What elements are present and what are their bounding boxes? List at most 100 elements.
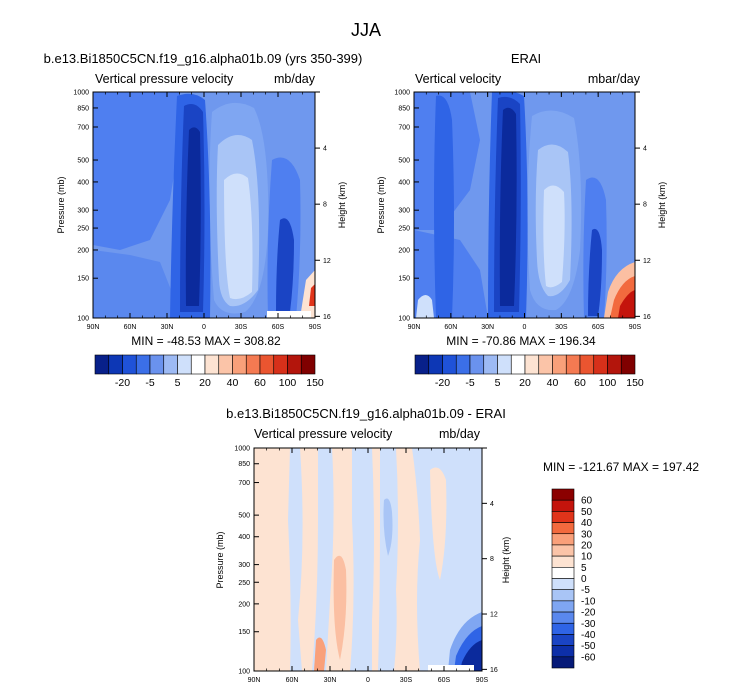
- colorbar-swatch: [245, 354, 261, 375]
- y-tick-label: 200: [398, 247, 410, 254]
- panel-diff-neg-band-4: [378, 448, 398, 671]
- colorbar-swatch: [551, 600, 575, 613]
- panel-diff-missing-region: [428, 665, 474, 671]
- colorbar-label: -50: [581, 641, 596, 652]
- colorbar-label: -5: [581, 585, 590, 596]
- y-tick-label: 850: [398, 105, 410, 112]
- colorbar-swatch: [94, 354, 110, 375]
- y-tick-label: 850: [238, 461, 250, 468]
- y2-tick-label: 12: [643, 258, 651, 265]
- panel-obs-ylabel: Pressure (mb): [376, 176, 386, 233]
- colorbar-label: -60: [581, 652, 596, 663]
- colorbar-label: -5: [145, 377, 154, 389]
- colorbar-swatch: [538, 354, 553, 375]
- colorbar-label: -20: [435, 377, 450, 389]
- colorbar-label: 100: [279, 377, 297, 389]
- x-tick-label: 30N: [324, 677, 337, 684]
- colorbar-label: 40: [581, 518, 593, 529]
- colorbar-label: 30: [581, 529, 593, 540]
- panel-obs-axes: 90N 60N 30N 0 30S 60S 90S 100 150 200 250 300 400 500…: [394, 90, 650, 332]
- panel-obs-right-label: mbar/day: [588, 72, 641, 86]
- panel-obs-polar-descent-core: [618, 290, 635, 318]
- panel-diff-neg-band-3: [350, 448, 374, 671]
- colorbar-swatch: [163, 354, 178, 375]
- x-tick-label: 60S: [592, 324, 605, 331]
- colorbar-swatch: [551, 488, 575, 501]
- colorbar-swatch: [551, 511, 575, 523]
- y2-tick-label: 4: [643, 146, 647, 153]
- x-tick-label: 30N: [481, 324, 494, 331]
- panel-diff-neg-band-1: [288, 448, 303, 671]
- panel-diff-pos-patch-2: [333, 555, 347, 660]
- colorbar-swatch: [122, 354, 137, 375]
- y-tick-label: 150: [238, 629, 250, 636]
- panel-model-sh-ascent-core: [276, 218, 294, 312]
- colorbar-label: 60: [581, 496, 593, 507]
- x-tick-label: 60S: [438, 677, 451, 684]
- panel-obs-y2label: Height (km): [657, 182, 667, 229]
- colorbar-swatch: [149, 354, 165, 375]
- x-tick-label: 30N: [161, 324, 174, 331]
- colorbar-swatch: [551, 656, 575, 669]
- panel-obs-nh-ascent-strip: [434, 95, 454, 318]
- colorbar-label: 20: [519, 377, 531, 389]
- y-tick-label: 400: [77, 179, 89, 186]
- colorbar-swatch: [135, 354, 151, 375]
- x-tick-label: 60S: [272, 324, 285, 331]
- panel-diff-pos-patch-1: [430, 467, 447, 580]
- colorbar-swatch: [469, 354, 485, 375]
- y2-tick-label: 12: [490, 612, 498, 619]
- panel-obs-subsidence-core: [543, 185, 565, 288]
- panel-diff-pos-patch-3: [314, 637, 326, 671]
- colorbar-label: -5: [465, 377, 474, 389]
- x-tick-label: 90N: [408, 324, 421, 331]
- panel-diff-right-label: mb/day: [439, 427, 481, 441]
- panel-diff-polar-neg-core: [460, 640, 482, 671]
- colorbar-swatch: [204, 354, 220, 375]
- y2-tick-label: 16: [643, 314, 651, 321]
- colorbar-label: -10: [581, 596, 596, 607]
- x-tick-label: 60N: [444, 324, 457, 331]
- y2-tick-label: 12: [323, 258, 331, 265]
- panel-model-subsidence-core: [224, 173, 253, 300]
- colorbar-swatch: [287, 354, 302, 375]
- colorbar-label: 20: [199, 377, 211, 389]
- colorbar-label: 60: [254, 377, 266, 389]
- panel-diff-stats: MIN = -121.67 MAX = 197.42: [543, 460, 699, 474]
- panel-diff-y2label: Height (km): [501, 537, 511, 584]
- colorbar-swatch: [108, 354, 123, 375]
- y-tick-label: 250: [398, 226, 410, 233]
- colorbar-swatch: [300, 354, 316, 375]
- y-tick-label: 150: [77, 276, 89, 283]
- y2-tick-label: 8: [323, 202, 327, 209]
- panel-model-right-label: mb/day: [274, 72, 316, 86]
- colorbar-swatch: [428, 354, 443, 375]
- y-tick-label: 700: [398, 125, 410, 132]
- colorbar-label: -30: [581, 619, 596, 630]
- panel-model: b.e13.Bi1850C5CN.f19_g16.alpha01b.09 (yr…: [44, 51, 363, 389]
- colorbar-label: 50: [581, 507, 593, 518]
- x-tick-label: 60N: [286, 677, 299, 684]
- x-tick-label: 90S: [629, 324, 642, 331]
- y-tick-label: 850: [77, 105, 89, 112]
- colorbar-swatch: [620, 354, 636, 375]
- panel-model-colorbar: -20 -5 5 20 40 60 100 150: [94, 354, 324, 389]
- colorbar-swatch: [551, 589, 575, 602]
- colorbar-label: 40: [227, 377, 239, 389]
- colorbar-label: -40: [581, 630, 596, 641]
- colorbar-label: 5: [581, 563, 587, 574]
- panel-obs-colorbar: -20 -5 5 20 40 60 100 150: [414, 354, 644, 389]
- x-tick-label: 30S: [555, 324, 568, 331]
- panel-diff-axes: 90N 60N 30N 0 30S 60S 90S 100 150 200 250 300 400 500…: [234, 446, 497, 685]
- colorbar-swatch: [552, 354, 567, 375]
- panel-obs-near-surface-light: [416, 295, 434, 318]
- colorbar-swatch: [551, 611, 575, 624]
- colorbar-label: 10: [581, 552, 593, 563]
- x-tick-label: 90N: [248, 677, 261, 684]
- y-tick-label: 300: [238, 562, 250, 569]
- panel-diff: b.e13.Bi1850C5CN.f19_g16.alpha01b.09 - E…: [215, 406, 699, 684]
- colorbar-swatch: [551, 634, 575, 646]
- y-tick-label: 200: [238, 601, 250, 608]
- colorbar-swatch: [551, 533, 575, 546]
- y-tick-label: 1000: [234, 446, 250, 453]
